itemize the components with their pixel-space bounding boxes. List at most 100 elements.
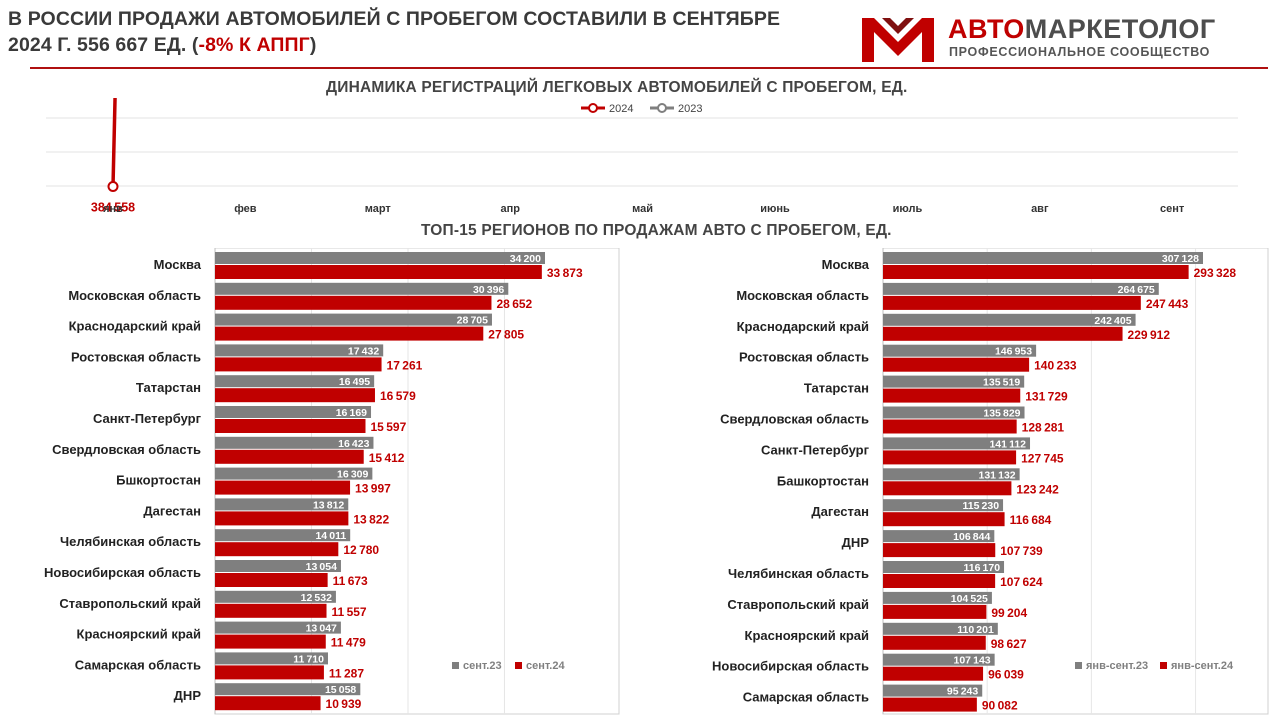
bar-сент.23 bbox=[215, 560, 341, 572]
bar-value-label-янв-сент.24: 123 242 bbox=[1016, 482, 1059, 496]
bar-сент.23 bbox=[215, 436, 374, 449]
bar-value-label-янв-сент.24: 128 281 bbox=[1022, 421, 1065, 435]
logo-mark-icon bbox=[862, 18, 934, 62]
bar-value-label-сент.24: 11 479 bbox=[331, 636, 366, 650]
bar-legend: сент.23 сент.24 bbox=[452, 660, 565, 672]
bar-сент.23 bbox=[215, 498, 349, 511]
bar-value-label-сент.24: 17 261 bbox=[387, 358, 423, 372]
bar-янв-сент.24 bbox=[883, 450, 1017, 465]
logo-name-part2: МАРКЕТОЛОГ bbox=[1024, 14, 1216, 44]
region-label: Новосибирская область bbox=[712, 659, 869, 674]
bar-value-label-сент.23: 16 309 bbox=[337, 469, 368, 481]
bar-янв-сент.23 bbox=[883, 653, 995, 666]
bar-value-label-сент.23: 12 532 bbox=[301, 592, 332, 604]
bar-value-label-янв-сент.23: 116 170 bbox=[963, 562, 1000, 574]
bar-янв-сент.23 bbox=[883, 313, 1136, 326]
bar-value-label-сент.24: 11 287 bbox=[329, 666, 364, 680]
bar-янв-сент.23 bbox=[883, 252, 1203, 264]
x-tick-label: апр bbox=[500, 203, 520, 215]
bar-value-label-янв-сент.23: 131 132 bbox=[978, 469, 1015, 481]
bar-сент.23 bbox=[215, 529, 351, 542]
title-line-2-end: ) bbox=[309, 34, 317, 56]
region-label: Дагестан bbox=[143, 503, 201, 518]
bar-value-label-янв-сент.23: 95 243 bbox=[947, 686, 978, 698]
bar-сент.23 bbox=[215, 313, 492, 326]
region-label: Самарская область bbox=[743, 690, 869, 705]
bar-сент.23 bbox=[215, 344, 384, 357]
region-label: ДНР bbox=[174, 688, 202, 703]
legend-label-2024: 2024 bbox=[609, 103, 633, 115]
bar-value-label-янв-сент.23: 115 230 bbox=[962, 500, 999, 512]
bar-value-label-янв-сент.24: 107 624 bbox=[1000, 575, 1043, 589]
bar-value-label-сент.23: 28 705 bbox=[457, 315, 488, 327]
bar-value-label-янв-сент.23: 242 405 bbox=[1094, 315, 1131, 327]
bar-value-label-сент.23: 11 710 bbox=[293, 653, 324, 665]
bar-value-label-сент.24: 10 939 bbox=[326, 697, 362, 711]
bar-value-label-янв-сент.24: 99 204 bbox=[991, 606, 1027, 620]
bar-value-label-янв-сент.23: 110 201 bbox=[957, 624, 994, 636]
region-label: Татарстан bbox=[804, 381, 869, 396]
region-label: Ставропольский край bbox=[59, 596, 201, 611]
bar-янв-сент.24 bbox=[883, 604, 987, 619]
bar-value-label-сент.24: 15 597 bbox=[370, 420, 406, 434]
bar-янв-сент.23 bbox=[883, 622, 998, 635]
bar-сент.23 bbox=[215, 621, 341, 634]
bar-value-label-янв-сент.24: 127 745 bbox=[1021, 451, 1064, 465]
bar-value-label-сент.23: 13 054 bbox=[306, 561, 337, 573]
header-divider bbox=[30, 67, 1268, 69]
data-label-2024-янв: 384 558 bbox=[91, 201, 135, 215]
region-label: Краснодарский край bbox=[69, 319, 201, 334]
bar-янв-сент.24 bbox=[883, 357, 1030, 372]
bar-янв-сент.24 bbox=[883, 265, 1189, 279]
bar-сент.24 bbox=[215, 295, 492, 310]
bar-value-label-янв-сент.23: 106 844 bbox=[953, 531, 990, 543]
bar-сент.24 bbox=[215, 542, 339, 557]
region-label: ДНР bbox=[842, 535, 870, 550]
bar-value-label-сент.23: 13 812 bbox=[313, 499, 344, 511]
bar-value-label-янв-сент.24: 107 739 bbox=[1000, 544, 1043, 558]
logo-name-part1: АВТО bbox=[948, 14, 1025, 44]
bar-value-label-сент.23: 16 423 bbox=[338, 438, 369, 450]
bar-value-label-янв-сент.23: 146 953 bbox=[995, 346, 1032, 358]
region-label: Башкортостан bbox=[777, 473, 869, 488]
bar-value-label-янв-сент.24: 131 729 bbox=[1025, 390, 1068, 404]
bar-value-label-сент.23: 13 047 bbox=[306, 623, 337, 635]
bar-value-label-янв-сент.23: 141 112 bbox=[989, 438, 1026, 450]
bar-value-label-сент.23: 14 011 bbox=[315, 530, 346, 542]
bar-янв-сент.24 bbox=[883, 419, 1017, 434]
x-tick-label: янв bbox=[103, 203, 123, 215]
bar-сент.23 bbox=[215, 375, 375, 388]
region-label: Красноярский край bbox=[77, 627, 201, 642]
bar-value-label-янв-сент.24: 98 627 bbox=[991, 637, 1027, 651]
legend-label-сент.24: сент.24 bbox=[526, 660, 565, 672]
bar-янв-сент.23 bbox=[883, 468, 1020, 481]
bar-янв-сент.23 bbox=[883, 684, 983, 697]
bar-сент.23 bbox=[215, 683, 361, 696]
bar-сент.24 bbox=[215, 511, 349, 526]
bar-value-label-сент.24: 11 557 bbox=[332, 605, 367, 619]
x-tick-label: авг bbox=[1031, 203, 1049, 215]
bar-value-label-янв-сент.23: 135 519 bbox=[983, 377, 1020, 389]
bar-value-label-сент.24: 13 997 bbox=[355, 482, 391, 496]
legend-swatch-сент.23 bbox=[452, 662, 459, 669]
logo-subtitle: ПРОФЕССИОНАЛЬНОЕ СООБЩЕСТВО bbox=[949, 45, 1211, 59]
bar-сент.24 bbox=[215, 480, 351, 495]
bar-value-label-сент.24: 27 805 bbox=[488, 328, 524, 342]
bar-янв-сент.23 bbox=[883, 282, 1159, 295]
bar-янв-сент.23 bbox=[883, 406, 1025, 419]
series-line-2024 bbox=[111, 98, 117, 187]
bar-янв-сент.24 bbox=[883, 326, 1123, 341]
title-line-2-start: 2024 Г. 556 667 ЕД. ( bbox=[8, 34, 199, 56]
bar-value-label-сент.24: 15 412 bbox=[369, 451, 405, 465]
bar-value-label-сент.23: 30 396 bbox=[473, 284, 504, 296]
bar-янв-сент.23 bbox=[883, 437, 1031, 450]
region-label: Москва bbox=[822, 257, 870, 272]
bar-сент.24 bbox=[215, 388, 375, 403]
region-label: Санкт-Петербург bbox=[761, 442, 870, 457]
region-label: Красноярский край bbox=[745, 628, 869, 643]
bar-value-label-сент.23: 34 200 bbox=[510, 253, 541, 265]
region-label: Дагестан bbox=[811, 504, 869, 519]
bar-value-label-сент.23: 15 058 bbox=[325, 684, 356, 696]
point-2024-янв bbox=[107, 181, 119, 192]
bar-сент.24 bbox=[215, 634, 326, 649]
